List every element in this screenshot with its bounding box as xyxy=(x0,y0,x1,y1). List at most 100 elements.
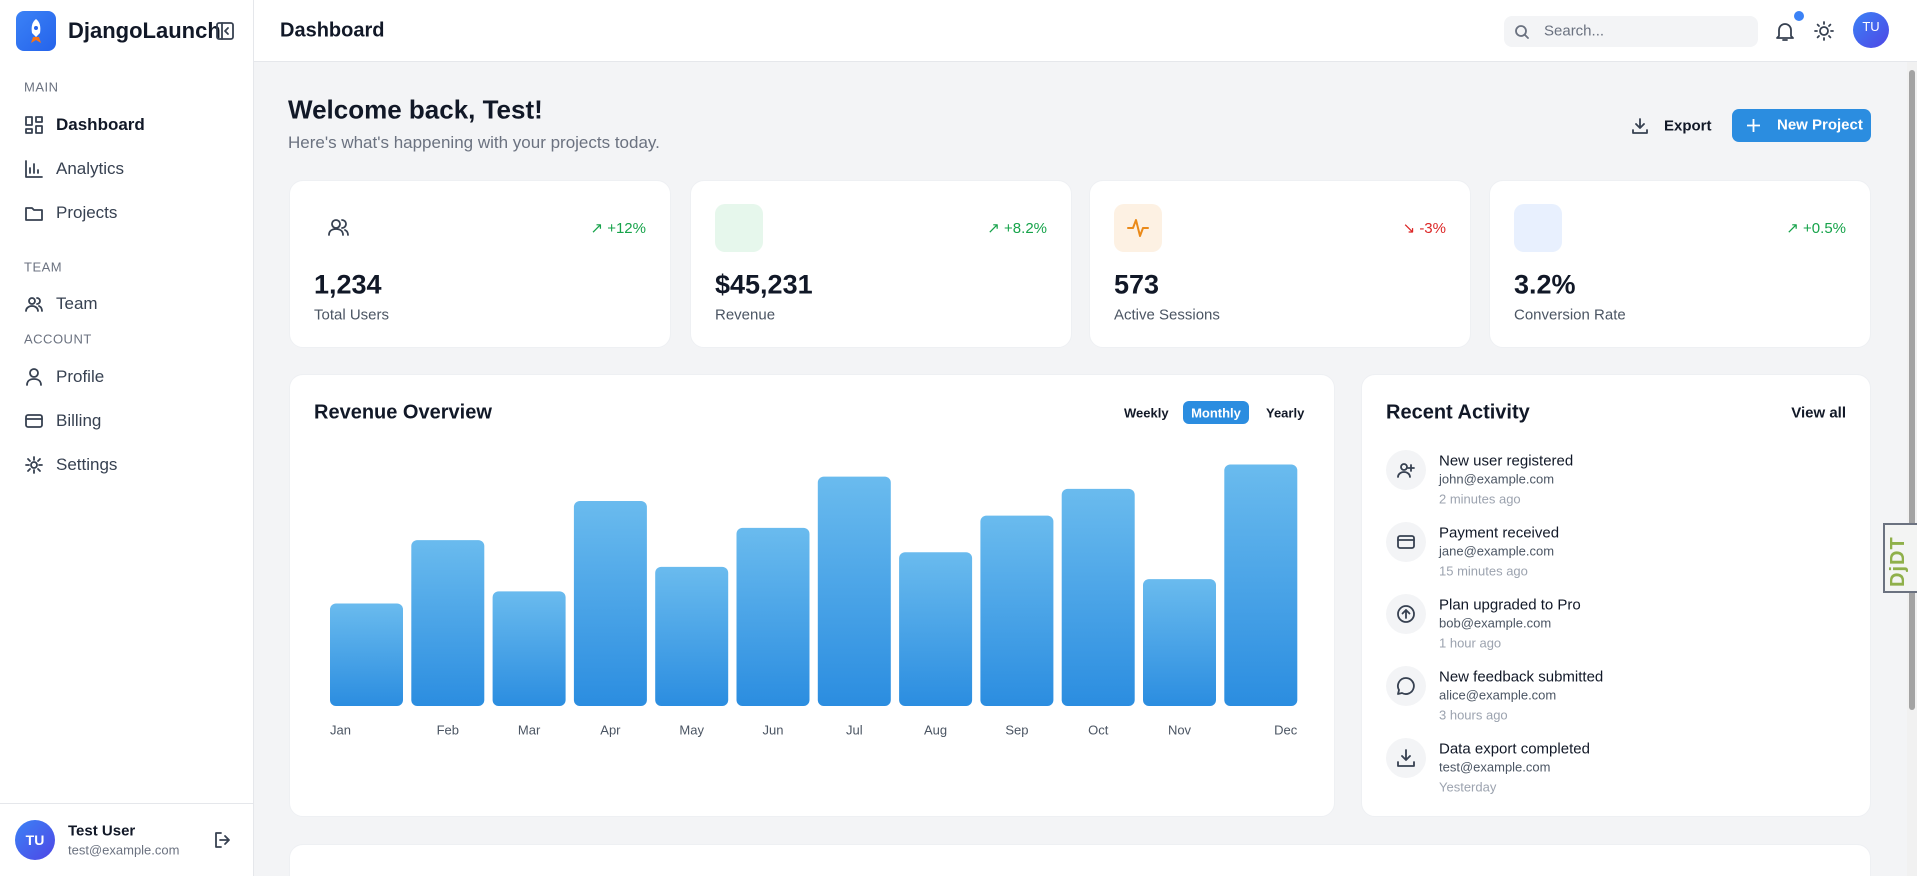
collapse-button[interactable] xyxy=(215,21,235,41)
notification-dot xyxy=(1794,11,1804,21)
nav-icon xyxy=(25,116,43,134)
stat-change-text: +12% xyxy=(607,220,646,237)
period-tab[interactable]: Weekly xyxy=(1124,405,1169,421)
header-avatar[interactable]: TU xyxy=(1853,12,1889,48)
nav-item[interactable]: Projects xyxy=(56,203,118,222)
bar xyxy=(817,476,891,706)
x-tick-label: Sep xyxy=(1005,722,1028,737)
welcome-title: Welcome back, Test! xyxy=(288,94,543,125)
x-tick-label: Nov xyxy=(1168,722,1192,737)
notifications-button[interactable] xyxy=(1774,20,1796,42)
stat-icon xyxy=(328,219,349,236)
bar xyxy=(980,515,1054,706)
activity-title: Plan upgraded to Pro xyxy=(1439,596,1581,614)
x-tick-label: Apr xyxy=(600,722,621,737)
activity-glyph xyxy=(1397,463,1415,478)
period-tab[interactable]: Yearly xyxy=(1266,405,1305,421)
activity-email: jane@example.com xyxy=(1439,543,1555,559)
nav-icon xyxy=(25,160,43,178)
user-name: Test User xyxy=(68,822,136,840)
activity-time: 2 minutes ago xyxy=(1439,491,1521,507)
view-all-link[interactable]: View all xyxy=(1791,404,1846,422)
nav-item[interactable]: Profile xyxy=(56,367,105,386)
trend-arrow: ↘ xyxy=(1402,220,1420,237)
plus-icon xyxy=(1747,119,1760,132)
nav-item[interactable]: Dashboard xyxy=(56,115,145,134)
stat-change: ↗ +12% xyxy=(590,219,646,237)
nav-icon xyxy=(25,414,43,428)
logout-button[interactable] xyxy=(213,830,233,850)
nav-item[interactable]: Team xyxy=(56,294,98,313)
search-icon xyxy=(1515,25,1529,39)
scrollbar-thumb[interactable] xyxy=(1909,70,1915,710)
trend-arrow: ↗ xyxy=(987,220,1005,237)
bar xyxy=(492,591,566,706)
activity-title: Payment received xyxy=(1439,524,1560,542)
activity-title: Data export completed xyxy=(1439,740,1590,758)
stat-card: ↗ +8.2% $45,231 Revenue xyxy=(690,180,1072,348)
search-placeholder: Search... xyxy=(1544,22,1605,40)
activity-time: 15 minutes ago xyxy=(1439,563,1528,579)
period-tab-active[interactable]: Monthly xyxy=(1183,401,1249,424)
bar xyxy=(330,603,403,706)
stat-icon xyxy=(1514,204,1562,252)
new-project-button[interactable]: New Project xyxy=(1732,109,1871,142)
export-icon xyxy=(1632,118,1648,134)
activity-glyph xyxy=(1397,535,1415,549)
logo xyxy=(16,11,56,51)
nav-icon xyxy=(25,207,43,221)
activity-title: Recent Activity xyxy=(1386,401,1530,424)
chart-card: Revenue Overview Weekly Monthly Yearly J… xyxy=(289,374,1335,817)
stat-card: ↘ -3% 573 Active Sessions xyxy=(1089,180,1471,348)
activity-time: 1 hour ago xyxy=(1439,635,1502,651)
bar xyxy=(736,527,810,706)
x-tick-label: Jan xyxy=(330,722,351,737)
activity-glyph xyxy=(1397,605,1415,623)
nav-item[interactable]: Billing xyxy=(56,411,102,430)
stat-change: ↗ +0.5% xyxy=(1786,219,1846,237)
stat-change-text: +8.2% xyxy=(1004,220,1047,237)
stat-card: ↗ +12% 1,234 Total Users xyxy=(289,180,671,348)
stat-change-text: +0.5% xyxy=(1803,220,1846,237)
activity-icon xyxy=(1386,738,1426,778)
stat-value: $45,231 xyxy=(715,269,813,300)
bar-chart: Jan Feb Mar Apr May Jun Jul Aug Sep Oct Nov Dec xyxy=(330,464,1298,737)
trend-arrow: ↗ xyxy=(590,220,608,237)
stat-label: Revenue xyxy=(715,306,776,324)
stat-change: ↘ -3% xyxy=(1403,219,1446,237)
stat-change-text: -3% xyxy=(1419,220,1446,237)
brand: DjangoLaunch xyxy=(68,18,221,43)
nav-icon xyxy=(25,297,43,312)
activity-icon xyxy=(1386,522,1426,562)
quick-actions-card xyxy=(289,844,1871,876)
period-tab-label: Monthly xyxy=(1191,405,1241,421)
activity-icon xyxy=(1386,666,1426,706)
x-tick-label: Jul xyxy=(846,722,863,737)
scrollbar-track xyxy=(1907,62,1917,876)
divider xyxy=(0,803,254,804)
stat-change: ↗ +8.2% xyxy=(987,219,1047,237)
x-tick-label: Jun xyxy=(763,722,784,737)
export-button[interactable]: Export xyxy=(1626,110,1714,142)
nav-item[interactable]: Analytics xyxy=(56,159,125,178)
activity-email: alice@example.com xyxy=(1439,687,1557,703)
nav-item[interactable]: Settings xyxy=(56,455,118,474)
activity-card: Recent Activity View all New user regist… xyxy=(1361,374,1871,817)
stat-value: 1,234 xyxy=(314,269,382,300)
x-tick-label: Dec xyxy=(1274,722,1298,737)
new-project-label: New Project xyxy=(1777,116,1863,134)
x-tick-label: Feb xyxy=(437,722,459,737)
stat-value: 573 xyxy=(1114,269,1160,300)
search-box[interactable]: Search... xyxy=(1504,16,1758,47)
user-email: test@example.com xyxy=(68,842,180,858)
stat-label: Active Sessions xyxy=(1114,306,1220,324)
bar xyxy=(573,501,647,706)
theme-toggle[interactable] xyxy=(1813,20,1835,42)
activity-email: test@example.com xyxy=(1439,759,1551,775)
activity-glyph xyxy=(1397,749,1415,767)
nav-icon xyxy=(26,368,42,386)
debug-toolbar-handle[interactable]: DjDT xyxy=(1883,523,1917,593)
